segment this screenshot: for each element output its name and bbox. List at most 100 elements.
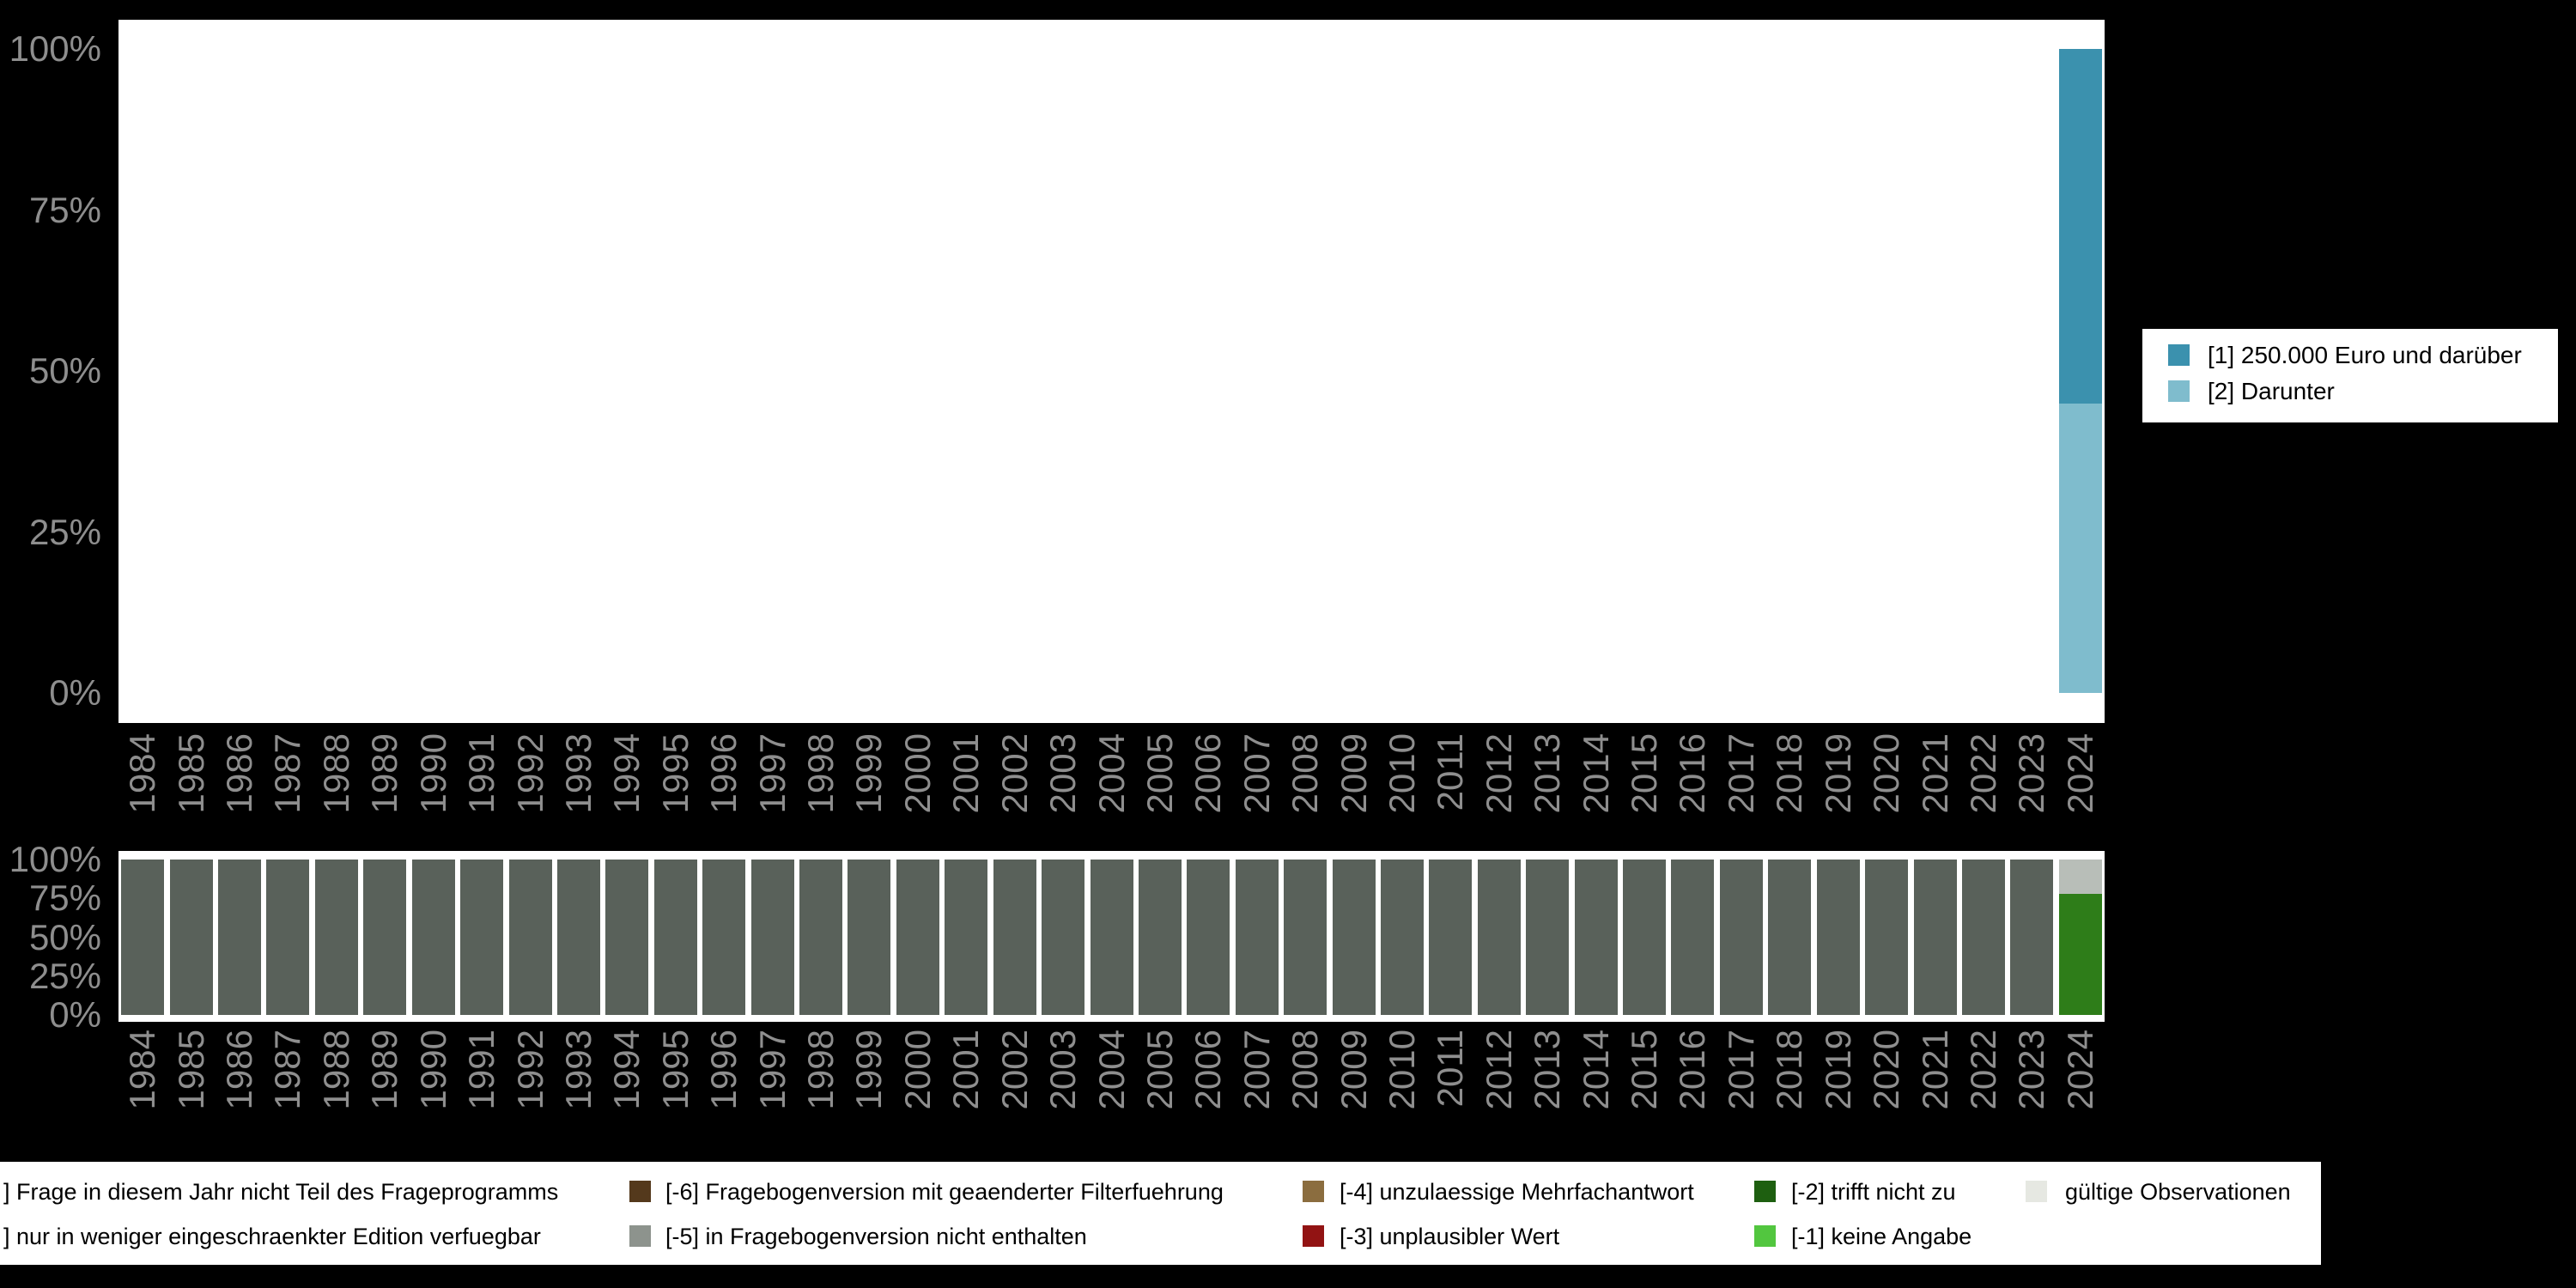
x-tick-label: 2013 xyxy=(1527,733,1568,814)
bar-segment xyxy=(702,860,746,1015)
stacked-bar-2000 xyxy=(896,860,939,1015)
legend-label: [-6] Fragebogenversion mit geaenderter F… xyxy=(665,1179,1224,1205)
x-tick-label: 2008 xyxy=(1285,1030,1326,1110)
bar-segment xyxy=(363,860,407,1015)
x-tick-label: 1991 xyxy=(461,733,502,814)
bar-segment xyxy=(653,860,697,1015)
bar-segment xyxy=(605,860,649,1015)
x-tick-label: 1989 xyxy=(364,1030,405,1110)
x-tick-label: 2008 xyxy=(1285,733,1326,814)
stacked-bar-1993 xyxy=(556,860,600,1015)
x-tick-label: 2023 xyxy=(2011,733,2052,814)
x-tick-label: 2013 xyxy=(1527,1030,1568,1110)
stacked-bar-1986 xyxy=(218,860,262,1015)
y-tick-label: 100% xyxy=(9,839,101,879)
stacked-bar-2015 xyxy=(1623,860,1667,1015)
x-tick-label: 1997 xyxy=(751,1030,793,1110)
x-tick-label: 1992 xyxy=(509,733,550,814)
bar-segment xyxy=(2010,860,2054,1015)
x-tick-label: 1991 xyxy=(461,1030,502,1110)
x-tick-label: 2015 xyxy=(1624,733,1665,814)
x-tick-label: 2000 xyxy=(896,1030,938,1110)
bar-segment xyxy=(799,860,842,1015)
y-tick-label: 50% xyxy=(28,350,101,391)
stacked-bar-1995 xyxy=(653,860,697,1015)
bar-segment xyxy=(1138,860,1182,1015)
stacked-bar-1996 xyxy=(702,860,746,1015)
stacked-bar-2003 xyxy=(1042,860,1085,1015)
x-tick-label: 1987 xyxy=(267,1030,308,1110)
stacked-bar-1984 xyxy=(121,860,165,1015)
x-tick-label: 1999 xyxy=(848,733,890,814)
x-tick-label: 1999 xyxy=(848,1030,890,1110)
x-tick-label: 1984 xyxy=(122,1030,163,1110)
x-tick-label: 2007 xyxy=(1236,1030,1277,1110)
x-tick-label: 2009 xyxy=(1333,1030,1374,1110)
stacked-bar-2009 xyxy=(1332,860,1376,1015)
y-tick-label: 0% xyxy=(49,672,101,713)
bar-segment xyxy=(945,860,988,1015)
stacked-bar-2021 xyxy=(1913,860,1957,1015)
x-tick-label: 2011 xyxy=(1430,733,1471,811)
x-tick-label: 2015 xyxy=(1624,1030,1665,1110)
stacked-bar-1997 xyxy=(750,860,794,1015)
x-tick-label: 1989 xyxy=(364,733,405,814)
stacked-bar-2024 xyxy=(2058,860,2102,1015)
x-tick-label: 1986 xyxy=(219,733,260,814)
stacked-bar-2007 xyxy=(1235,860,1279,1015)
x-tick-label: 2019 xyxy=(1817,1030,1858,1110)
x-tick-label: 2018 xyxy=(1769,1030,1810,1110)
bar-segment xyxy=(2058,893,2102,1015)
stacked-bar-1987 xyxy=(266,860,310,1015)
bar-segment xyxy=(556,860,600,1015)
x-tick-label: 2012 xyxy=(1478,733,1519,814)
bar-segment xyxy=(1816,860,1860,1015)
x-tick-label: 2011 xyxy=(1430,1030,1471,1108)
x-tick-label: 1985 xyxy=(170,1030,211,1110)
y-tick-label: 100% xyxy=(9,28,101,69)
x-tick-label: 1988 xyxy=(315,1030,356,1110)
legend-swatch xyxy=(1303,1225,1324,1247)
stacked-bar-2016 xyxy=(1671,860,1715,1015)
x-tick-label: 2004 xyxy=(1091,1030,1132,1110)
stacked-bar-2017 xyxy=(1719,860,1763,1015)
x-tick-label: 2018 xyxy=(1769,733,1810,814)
bar-segment xyxy=(266,860,310,1015)
x-tick-label: 1994 xyxy=(606,733,647,814)
x-tick-label: 1992 xyxy=(509,1030,550,1110)
y-tick-label: 25% xyxy=(28,955,101,996)
bar-segment xyxy=(1671,860,1715,1015)
bar-segment xyxy=(1042,860,1085,1015)
x-tick-label: 2004 xyxy=(1091,733,1132,814)
bar-segment xyxy=(508,860,552,1015)
x-tick-label: 1985 xyxy=(170,733,211,814)
x-tick-label: 1986 xyxy=(219,1030,260,1110)
x-tick-label: 1993 xyxy=(557,733,598,814)
x-tick-label: 1998 xyxy=(800,733,841,814)
x-tick-label: 1995 xyxy=(654,1030,696,1110)
missing-codes-legend: ] Frage in diesem Jahr nicht Teil des Fr… xyxy=(0,1162,2321,1265)
stacked-bar-2013 xyxy=(1526,860,1570,1015)
bar-segment xyxy=(1913,860,1957,1015)
bar-segment xyxy=(1768,860,1812,1015)
stacked-bar-2008 xyxy=(1284,860,1327,1015)
x-tick-label: 2005 xyxy=(1139,733,1180,814)
stacked-bar-1991 xyxy=(460,860,504,1015)
stacked-bar-2012 xyxy=(1477,860,1521,1015)
stacked-bar-2019 xyxy=(1816,860,1860,1015)
y-tick-label: 50% xyxy=(28,916,101,957)
x-tick-label: 1993 xyxy=(557,1030,598,1110)
stacked-bar-1999 xyxy=(848,860,891,1015)
bar-segment xyxy=(411,860,455,1015)
bar-segment xyxy=(218,860,262,1015)
bar-segment xyxy=(121,860,165,1015)
bar-segment xyxy=(1477,860,1521,1015)
x-tick-label: 2003 xyxy=(1042,733,1084,814)
x-tick-label: 2022 xyxy=(1962,1030,2003,1110)
legend-swatch xyxy=(2168,380,2190,402)
stacked-bar-2022 xyxy=(1961,860,2005,1015)
x-tick-label: 2006 xyxy=(1188,1030,1229,1110)
legend-label: ] Frage in diesem Jahr nicht Teil des Fr… xyxy=(3,1179,559,1205)
bar-segment xyxy=(460,860,504,1015)
